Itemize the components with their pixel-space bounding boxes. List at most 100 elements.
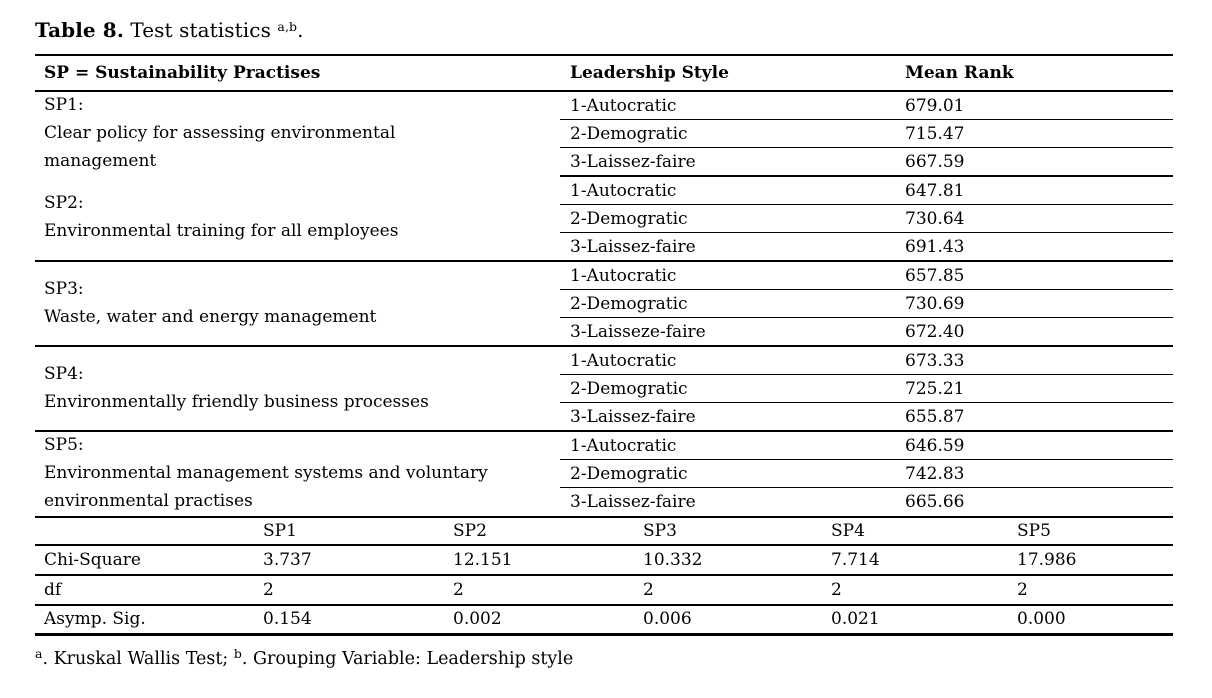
table-row: 3-Laisseze-faire 672.40 bbox=[35, 317, 1173, 347]
sp3-description-cell: SP3: Waste, water and energy management bbox=[35, 261, 560, 347]
leadership-style-cell: 1-Autocratic bbox=[560, 91, 895, 120]
stat-label: Chi-Square bbox=[35, 544, 253, 576]
stat-value-cell: 2 bbox=[821, 574, 1007, 606]
sp-line: SP1: bbox=[44, 95, 84, 116]
mean-rank-cell: 691.43 bbox=[895, 232, 1173, 262]
leadership-style-cell: 2-Demogratic bbox=[560, 204, 895, 233]
leadership-style-cell: 3-Laissez-faire bbox=[560, 147, 895, 177]
leadership-style-cell: 3-Laisseze-faire bbox=[560, 317, 895, 347]
header-mean-rank: Mean Rank bbox=[895, 55, 1173, 92]
stats-col-header-sp2: SP2 bbox=[443, 517, 633, 546]
mean-rank-cell: 715.47 bbox=[895, 119, 1173, 148]
chi-square-stats-table: SP1 SP2 SP3 SP4 SP5 Chi-Square 3.737 12.… bbox=[35, 517, 1173, 636]
mean-rank-cell: 667.59 bbox=[895, 147, 1173, 177]
table-caption: Table 8. Test statistics a,b. bbox=[35, 16, 1212, 44]
stat-value-cell: 2 bbox=[443, 574, 633, 606]
stat-value-cell: 0.002 bbox=[453, 609, 502, 630]
leadership-style-cell: 2-Demogratic bbox=[560, 289, 895, 318]
table-caption-number: Table 8. bbox=[35, 18, 124, 42]
table-row: 2-Demogratic 725.21 bbox=[35, 374, 1173, 403]
sp4-description-cell: SP4: Environmentally friendly business p… bbox=[35, 346, 560, 432]
mean-rank-cell: 647.81 bbox=[895, 176, 1173, 205]
mean-rank-cell: 679.01 bbox=[895, 91, 1173, 120]
footnote-superscript-b: b bbox=[233, 645, 242, 661]
table-row: 3-Laissez-faire 665.66 bbox=[35, 488, 1173, 517]
stats-header-row: SP1 SP2 SP3 SP4 SP5 bbox=[35, 517, 1173, 546]
sp-line: Clear policy for assessing environmental bbox=[44, 123, 396, 144]
mean-rank-cell: 646.59 bbox=[895, 431, 1173, 461]
mean-rank-cell: 655.87 bbox=[895, 402, 1173, 432]
sp-line: environmental practises bbox=[44, 490, 253, 511]
header-row: SP = Sustainability Practises Leadership… bbox=[35, 55, 1173, 92]
leadership-style-cell: 1-Autocratic bbox=[560, 346, 895, 375]
stats-col-header-sp1: SP1 bbox=[253, 517, 443, 546]
sp-line: Environmental management systems and vol… bbox=[44, 462, 488, 483]
stat-value-cell: 0.154 bbox=[263, 609, 312, 630]
stat-value-cell: 7.714 bbox=[821, 544, 1007, 576]
table-row: SP4: Environmentally friendly business p… bbox=[35, 346, 1173, 432]
footnote-superscript-a: a bbox=[35, 645, 43, 661]
header-leadership-style: Leadership Style bbox=[560, 55, 895, 92]
footnote-text-b: . Grouping Variable: Leadership style bbox=[241, 648, 574, 669]
stat-value-cell: 12.151 bbox=[443, 544, 633, 576]
leadership-style-cell: 1-Autocratic bbox=[560, 176, 895, 205]
mean-rank-cell: 665.66 bbox=[905, 492, 965, 513]
mean-rank-cell: 725.21 bbox=[895, 374, 1173, 403]
sp-line: SP2: bbox=[44, 193, 84, 214]
stats-col-header-sp5: SP5 bbox=[1007, 517, 1173, 546]
leadership-style-cell: 2-Demogratic bbox=[560, 119, 895, 148]
chi-square-row: Chi-Square 3.737 12.151 10.332 7.714 17.… bbox=[35, 544, 1173, 576]
stat-value-cell: 10.332 bbox=[633, 544, 821, 576]
stats-col-header-sp3: SP3 bbox=[633, 517, 821, 546]
leadership-style-cell: 2-Demogratic bbox=[560, 374, 895, 403]
sp-line: SP3: bbox=[44, 278, 84, 299]
stat-value-cell: 0.000 bbox=[1017, 609, 1066, 630]
table-caption-period: . bbox=[297, 18, 304, 42]
stat-value-cell: 2 bbox=[253, 574, 443, 606]
stat-value-cell: 0.006 bbox=[643, 609, 692, 630]
stats-corner-cell bbox=[35, 517, 253, 546]
table-row: 2-Demogratic 730.69 bbox=[35, 289, 1173, 318]
sp-line: Waste, water and energy management bbox=[44, 306, 377, 327]
sp-line: SP5: bbox=[44, 435, 84, 455]
table-caption-superscript: a,b bbox=[277, 19, 298, 34]
table-row: SP1: Clear policy for assessing environm… bbox=[35, 91, 1173, 171]
leadership-style-cell: 1-Autocratic bbox=[560, 261, 895, 290]
stat-label: Asymp. Sig. bbox=[44, 609, 146, 630]
header-sustainability-practises: SP = Sustainability Practises bbox=[35, 55, 560, 92]
mean-rank-cell: 742.83 bbox=[895, 459, 1173, 489]
table-caption-text: Test statistics bbox=[123, 18, 278, 42]
table-figure: Table 8. Test statistics a,b. SP = Susta… bbox=[35, 16, 1212, 672]
mean-rank-cell: 730.64 bbox=[895, 204, 1173, 233]
leadership-style-cell: 2-Demogratic bbox=[560, 459, 895, 489]
table-row: 2-Demogratic 742.83 bbox=[35, 459, 1173, 489]
stats-col-header-sp4: SP4 bbox=[821, 517, 1007, 546]
table-row: 2-Demogratic 730.64 bbox=[35, 204, 1173, 233]
sp-line: SP4: bbox=[44, 363, 84, 384]
df-row: df 2 2 2 2 2 bbox=[35, 574, 1173, 606]
footnote-text-a: . Kruskal Wallis Test; bbox=[42, 648, 234, 669]
table-row: SP3: Waste, water and energy management … bbox=[35, 261, 1173, 347]
table-row: 3-Laissez-faire 655.87 bbox=[35, 402, 1173, 432]
sp1-description-cell: SP1: Clear policy for assessing environm… bbox=[35, 91, 560, 176]
table-row: 3-Laissez-faire 691.43 bbox=[35, 232, 1173, 262]
test-statistics-table: SP = Sustainability Practises Leadership… bbox=[35, 54, 1173, 518]
table-footnote: a. Kruskal Wallis Test; b. Grouping Vari… bbox=[35, 646, 1173, 672]
table-row: SP5: Environmental management systems an… bbox=[35, 431, 1173, 511]
leadership-style-cell: 3-Laissez-faire bbox=[560, 402, 895, 432]
leadership-style-cell: 1-Autocratic bbox=[560, 431, 895, 461]
table-row: 3-Laissez-faire 667.59 bbox=[35, 147, 1173, 177]
leadership-style-cell: 3-Laissez-faire bbox=[570, 492, 696, 513]
sp-line: management bbox=[44, 150, 157, 171]
sp-line: Environmental training for all employees bbox=[44, 221, 399, 241]
sp2-description-cell: SP2: Environmental training for all empl… bbox=[35, 176, 560, 262]
sp-line: Environmentally friendly business proces… bbox=[44, 391, 429, 412]
leadership-style-cell: 3-Laissez-faire bbox=[560, 232, 895, 262]
mean-rank-cell: 672.40 bbox=[895, 317, 1173, 347]
mean-rank-cell: 673.33 bbox=[895, 346, 1173, 375]
stat-value-cell: 17.986 bbox=[1007, 544, 1173, 576]
stat-label: df bbox=[35, 574, 253, 606]
mean-rank-cell: 730.69 bbox=[895, 289, 1173, 318]
table-row: 2-Demogratic 715.47 bbox=[35, 119, 1173, 148]
